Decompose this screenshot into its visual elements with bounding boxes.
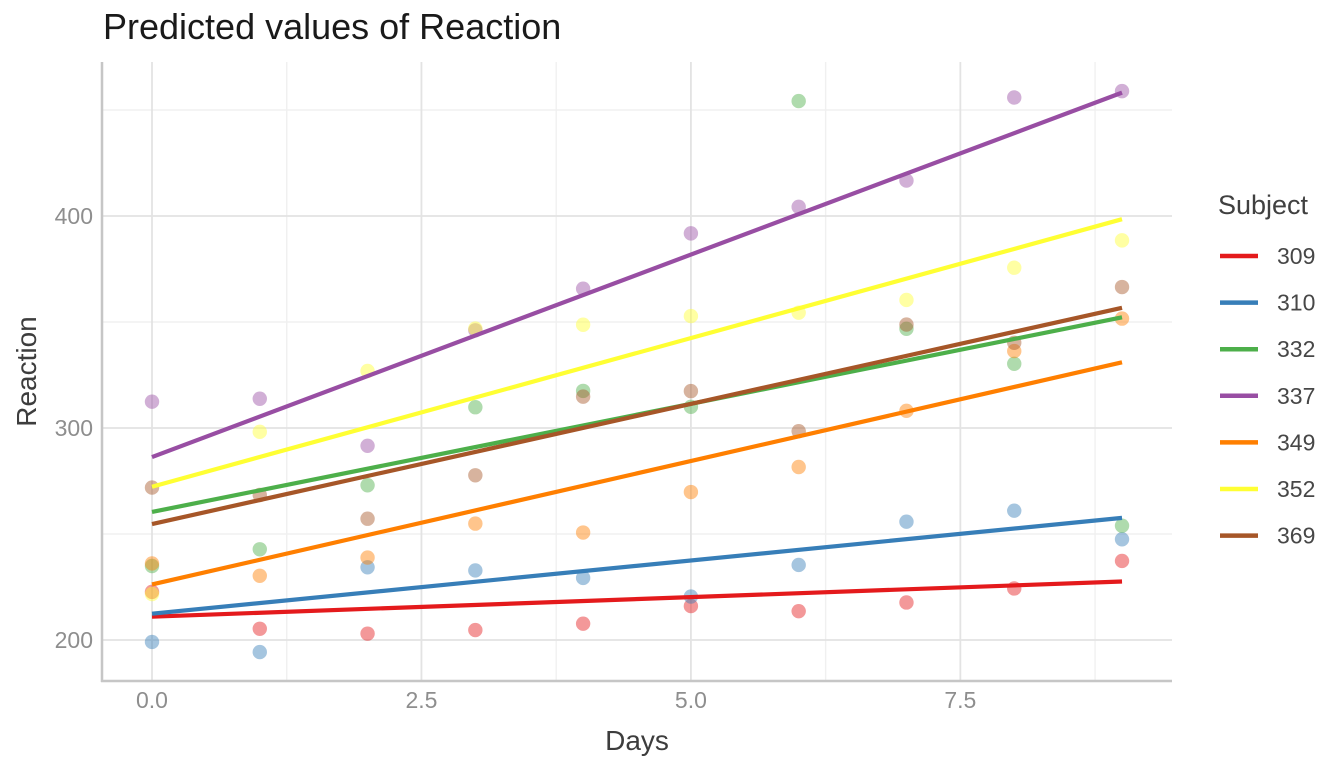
data-point-309 bbox=[252, 621, 267, 636]
y-tick-labels: 200 300 400 bbox=[55, 203, 93, 653]
legend-label-332: 332 bbox=[1277, 336, 1315, 362]
data-point-352 bbox=[899, 292, 914, 308]
fit-line-309 bbox=[151, 579, 1123, 619]
data-point-309 bbox=[899, 595, 914, 610]
data-point-310 bbox=[144, 634, 160, 650]
data-point-310 bbox=[899, 514, 914, 529]
data-point-332 bbox=[899, 321, 914, 336]
y-tick-label: 400 bbox=[55, 203, 93, 229]
data-point-309 bbox=[468, 622, 483, 638]
data-point-332 bbox=[252, 542, 267, 557]
data-point-309 bbox=[360, 626, 375, 641]
x-tick-label: 2.5 bbox=[405, 687, 437, 713]
data-point-352 bbox=[683, 308, 699, 324]
data-point-369 bbox=[144, 480, 160, 495]
data-point-309 bbox=[791, 603, 806, 619]
data-point-352 bbox=[144, 586, 160, 602]
data-point-349 bbox=[683, 484, 699, 500]
legend-label-310: 310 bbox=[1277, 290, 1315, 316]
data-point-332 bbox=[575, 383, 591, 399]
regression-lines bbox=[151, 90, 1123, 619]
data-point-337 bbox=[252, 391, 267, 406]
data-point-349 bbox=[360, 550, 375, 565]
data-point-332 bbox=[360, 478, 375, 493]
gridlines-major bbox=[102, 62, 1172, 681]
data-point-352 bbox=[1114, 233, 1130, 248]
x-tick-labels: 0.0 2.5 5.0 7.5 bbox=[136, 687, 976, 713]
axis-lines bbox=[100, 62, 1172, 683]
data-point-369 bbox=[575, 389, 591, 404]
data-point-337 bbox=[144, 394, 160, 409]
gridlines-minor bbox=[102, 62, 1172, 681]
y-tick-label: 300 bbox=[55, 415, 93, 441]
chart-title: Predicted values of Reaction bbox=[103, 6, 561, 47]
data-point-369 bbox=[899, 317, 914, 332]
fit-line-369 bbox=[151, 305, 1123, 527]
data-point-352 bbox=[575, 317, 591, 332]
legend-label-309: 309 bbox=[1277, 243, 1315, 269]
legend-label-337: 337 bbox=[1277, 383, 1315, 409]
data-point-369 bbox=[360, 511, 375, 526]
data-point-309 bbox=[575, 616, 591, 631]
data-point-352 bbox=[1007, 260, 1022, 275]
data-point-332 bbox=[1007, 356, 1022, 371]
data-point-309 bbox=[683, 598, 699, 614]
data-point-337 bbox=[360, 438, 375, 454]
data-point-369 bbox=[468, 468, 483, 483]
data-point-332 bbox=[144, 558, 160, 574]
data-point-332 bbox=[791, 93, 806, 109]
data-point-349 bbox=[1007, 343, 1022, 359]
x-tick-label: 7.5 bbox=[944, 687, 976, 713]
x-axis-title: Days bbox=[605, 725, 669, 756]
data-point-369 bbox=[1114, 279, 1130, 295]
data-point-349 bbox=[144, 556, 160, 571]
legend-label-352: 352 bbox=[1277, 476, 1315, 502]
data-point-337 bbox=[791, 199, 806, 215]
data-point-337 bbox=[683, 226, 699, 241]
data-point-349 bbox=[252, 568, 267, 583]
x-tick-label: 0.0 bbox=[136, 687, 168, 713]
data-point-352 bbox=[252, 424, 267, 440]
data-point-349 bbox=[575, 525, 591, 540]
scatter-points bbox=[144, 83, 1130, 660]
legend-label-349: 349 bbox=[1277, 429, 1315, 455]
data-point-349 bbox=[468, 516, 483, 531]
data-point-349 bbox=[791, 459, 806, 475]
data-point-332 bbox=[1114, 518, 1130, 533]
y-tick-label: 200 bbox=[55, 627, 93, 653]
fit-line-352 bbox=[151, 217, 1123, 489]
fit-line-349 bbox=[151, 360, 1123, 587]
data-point-309 bbox=[144, 584, 160, 600]
fit-line-337 bbox=[151, 90, 1123, 460]
fit-line-310 bbox=[151, 515, 1123, 616]
data-point-310 bbox=[252, 644, 267, 660]
data-point-310 bbox=[1007, 503, 1022, 518]
legend-title: Subject bbox=[1218, 190, 1309, 220]
data-point-369 bbox=[683, 383, 699, 399]
data-point-310 bbox=[791, 557, 806, 573]
data-point-309 bbox=[1114, 553, 1130, 569]
x-tick-label: 5.0 bbox=[675, 687, 707, 713]
data-point-337 bbox=[1007, 90, 1022, 105]
data-point-310 bbox=[468, 563, 483, 578]
legend-label-369: 369 bbox=[1277, 523, 1315, 549]
data-point-310 bbox=[575, 570, 591, 586]
data-point-310 bbox=[1114, 532, 1130, 547]
legend: Subject 309 310 332 337 349 352 369 bbox=[1218, 190, 1315, 549]
data-point-310 bbox=[360, 560, 375, 575]
legend-entries: 309 310 332 337 349 352 369 bbox=[1220, 243, 1315, 549]
data-point-332 bbox=[468, 400, 483, 415]
y-axis-title: Reaction bbox=[11, 316, 42, 427]
